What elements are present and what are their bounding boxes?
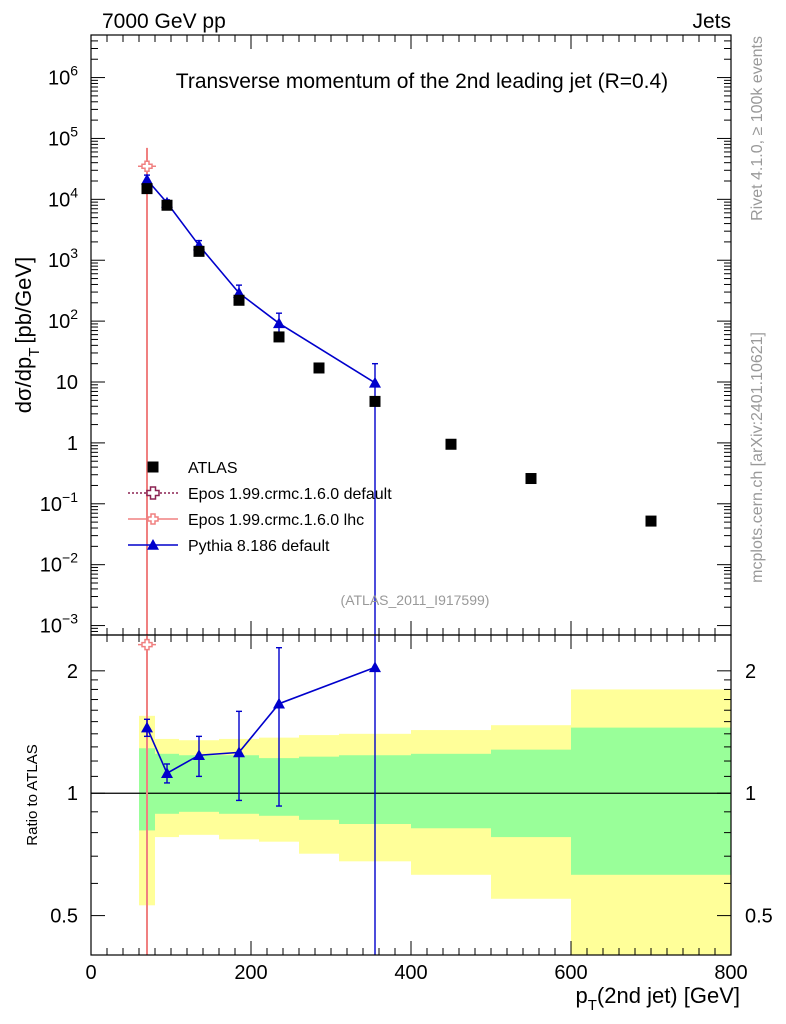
atlas-point	[645, 515, 657, 527]
ratio-band-inner	[155, 753, 179, 814]
header-process-label: Jets	[692, 10, 731, 33]
atlas-point	[313, 362, 325, 374]
ratio-y-tick-label-right: 2	[745, 661, 756, 683]
ratio-y-tick-label-right: 1	[745, 783, 756, 805]
mcplots-source-label: mcplots.cern.ch [arXiv:2401.10621]	[749, 332, 766, 583]
pythia-point	[273, 317, 285, 329]
legend-marker-epos-lhc	[147, 513, 159, 525]
ratio-y-tick-label: 2	[67, 661, 78, 683]
atlas-point	[141, 183, 153, 195]
y-label-unit: [pb/GeV]	[11, 257, 36, 344]
ratio-y-axis-label: Ratio to ATLAS	[24, 744, 41, 845]
ratio-pythia-point	[233, 746, 245, 758]
legend-marker-atlas	[147, 461, 159, 473]
legend-entry: ATLAS	[147, 460, 238, 477]
ratio-epos-lhc-point	[141, 638, 153, 651]
header-energy-label: 7000 GeV pp	[102, 10, 226, 33]
legend-entry: Epos 1.99.crmc.1.6.0 default	[128, 486, 392, 503]
ratio-band-inner	[571, 727, 731, 875]
x-label-sub: T	[588, 997, 597, 1014]
main-panel-axis: 10−3 10−2 10−1 1 10 102 103 104 105 106	[40, 34, 732, 638]
analysis-tag: (ATLAS_2011_I917599)	[341, 592, 490, 608]
legend-label: Epos 1.99.crmc.1.6.0 lhc	[188, 512, 364, 529]
atlas-point	[193, 245, 205, 257]
atlas-point	[369, 395, 381, 407]
x-tick-label: 800	[714, 962, 747, 984]
ratio-band-inner	[411, 753, 491, 829]
main-y-tick-label: 104	[48, 184, 78, 211]
pythia-point	[141, 173, 153, 185]
rivet-version-label: Rivet 4.1.0, ≥ 100k events	[749, 36, 766, 221]
x-label-main: p	[576, 983, 588, 1008]
ratio-band-inner	[299, 756, 339, 820]
x-tick-label: 200	[234, 962, 267, 984]
ratio-pythia-point	[193, 749, 205, 761]
ratio-pythia-point	[141, 721, 153, 733]
x-tick-label: 600	[554, 962, 587, 984]
main-y-tick-label: 10−1	[40, 489, 78, 516]
legend-entry: Epos 1.99.crmc.1.6.0 lhc	[128, 512, 364, 529]
main-y-tick-label: 103	[48, 245, 78, 272]
y-label-sub: T	[26, 348, 43, 357]
x-axis-label: pT(2nd jet) [GeV]	[576, 983, 741, 1014]
atlas-point	[525, 473, 537, 485]
legend-label: Epos 1.99.crmc.1.6.0 default	[188, 486, 392, 503]
ratio-y-tick-label-right: 0.5	[745, 906, 773, 928]
main-y-axis-label: dσ/dpT [pb/GeV]	[11, 257, 43, 413]
ratio-y-tick-label: 0.5	[50, 906, 78, 928]
main-y-tick-label: 102	[48, 306, 78, 333]
ratio-y-tick-label: 1	[67, 783, 78, 805]
epos-lhc-point	[141, 160, 153, 172]
ratio-panel-axis: 0.5 0.5 1 1 2 2 0 200 400 600 800	[50, 635, 773, 984]
x-tick-label: 0	[85, 962, 96, 984]
legend-marker-pythia	[147, 539, 159, 550]
atlas-point	[273, 331, 285, 343]
main-y-tick-label: 105	[48, 123, 78, 150]
svg-text:dσ/dpT[pb/GeV]: dσ/dpT [pb/GeV]	[11, 257, 43, 413]
pythia-point	[369, 376, 381, 388]
legend: ATLAS Epos 1.99.crmc.1.6.0 default Epos 1.…	[128, 460, 392, 555]
main-y-tick-label: 106	[48, 63, 78, 90]
legend-marker-epos-default	[146, 486, 160, 500]
atlas-point	[233, 294, 245, 306]
ratio-pythia-point	[273, 697, 285, 709]
ratio-pythia-point	[369, 661, 381, 673]
x-tick-label: 400	[394, 962, 427, 984]
main-y-tick-label: 10	[56, 372, 78, 394]
legend-label: ATLAS	[188, 460, 238, 477]
legend-label: Pythia 8.186 default	[188, 538, 330, 555]
chart-title: Transverse momentum of the 2nd leading j…	[176, 70, 668, 93]
main-y-tick-label: 10−3	[40, 611, 78, 638]
pythia-line	[146, 179, 376, 384]
y-label-main: dσ/dp	[11, 357, 36, 413]
atlas-point	[161, 199, 173, 211]
main-y-tick-label: 10−2	[40, 550, 78, 577]
ratio-panel-marks	[91, 635, 731, 955]
ratio-pythia-point	[161, 767, 173, 779]
main-y-tick-label: 1	[67, 433, 78, 455]
ratio-pythia-line	[146, 666, 376, 775]
x-label-rest: (2nd jet) [GeV]	[597, 983, 740, 1008]
legend-entry: Pythia 8.186 default	[128, 538, 330, 555]
main-panel-frame	[90, 34, 732, 636]
main-panel-marks	[138, 147, 657, 635]
atlas-point	[445, 438, 457, 450]
